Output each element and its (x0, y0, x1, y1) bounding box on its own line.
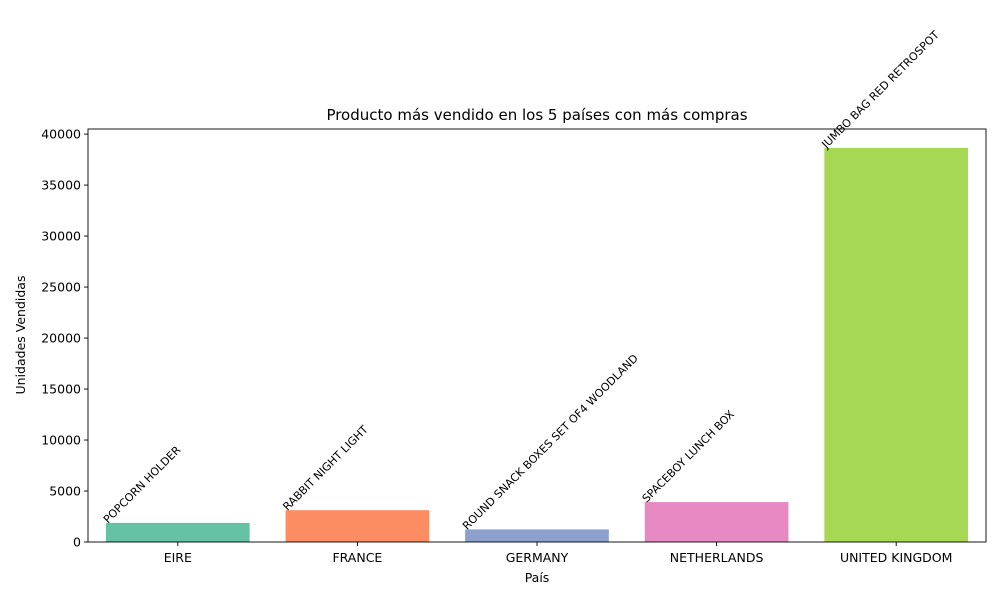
bar-product-label: POPCORN HOLDER (101, 443, 184, 526)
y-tick-label: 5000 (49, 484, 81, 499)
y-axis: 0 5000 10000 15000 20000 25000 30000 35000 40000 (41, 127, 88, 550)
chart-title: Producto más vendido en los 5 países con… (326, 106, 747, 124)
bar-germany (465, 529, 609, 542)
y-tick-label: 40000 (41, 127, 81, 142)
x-tick-label: NETHERLANDS (670, 550, 764, 565)
y-tick-label: 20000 (41, 331, 81, 346)
x-axis: EIRE FRANCE GERMANY NETHERLANDS UNITED KINGD… (164, 542, 953, 565)
y-tick-label: 0 (73, 535, 81, 550)
bar-labels-group: POPCORN HOLDER RABBIT NIGHT LIGHT ROUND SN… (101, 28, 942, 532)
bar-product-label: SPACEBOY LUNCH BOX (640, 408, 738, 506)
y-tick-label: 25000 (41, 280, 81, 295)
x-tick-label: UNITED KINGDOM (840, 550, 953, 565)
bar-product-label: JUMBO BAG RED RETROSPOT (819, 28, 942, 151)
bar-france (285, 510, 430, 542)
bars-group (105, 147, 969, 543)
y-tick-label: 10000 (41, 433, 81, 448)
bar-netherlands (644, 502, 789, 542)
bar-eire (105, 522, 250, 542)
x-tick-label: EIRE (164, 550, 192, 565)
x-axis-title: País (525, 570, 550, 585)
x-tick-label: FRANCE (332, 550, 382, 565)
y-tick-label: 30000 (41, 229, 81, 244)
y-tick-label: 15000 (41, 382, 81, 397)
bar-product-label: ROUND SNACK BOXES SET OF4 WOODLAND (460, 352, 641, 533)
y-axis-title: Unidades Vendidas (13, 276, 28, 395)
x-tick-label: GERMANY (506, 550, 569, 565)
bar-united-kingdom (824, 147, 969, 543)
plot-frame (87, 128, 987, 543)
y-tick-label: 35000 (41, 178, 81, 193)
bar-product-label: RABBIT NIGHT LIGHT (280, 423, 370, 513)
